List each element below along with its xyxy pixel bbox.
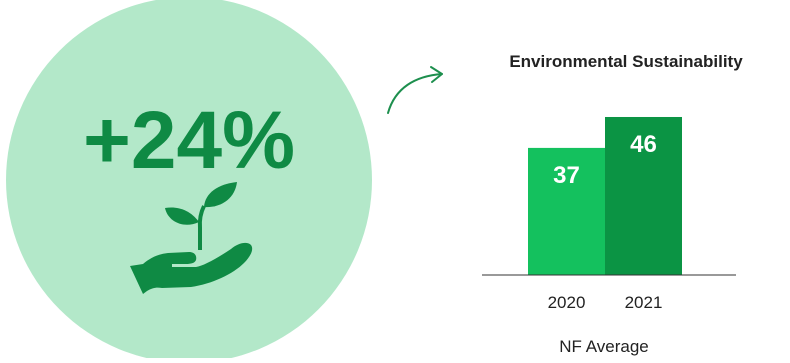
x-tick-labels: 2020 2021 — [548, 293, 663, 312]
highlight-circle — [6, 0, 372, 363]
plant-in-hand-icon — [130, 182, 253, 294]
bar-2021 — [605, 116, 682, 276]
change-percentage: +24% — [83, 95, 295, 186]
data-label-2020: 37 — [553, 162, 580, 189]
data-label-2021: 46 — [630, 131, 657, 158]
chart-title: Environmental Sustainability — [509, 52, 743, 71]
curved-arrow-icon — [387, 66, 443, 114]
bar-2020 — [528, 147, 605, 275]
x-tick-2021: 2021 — [625, 293, 663, 312]
x-axis-label: NF Average — [559, 337, 648, 356]
bars-group: 37 46 — [528, 116, 682, 276]
x-tick-2020: 2020 — [548, 293, 586, 312]
